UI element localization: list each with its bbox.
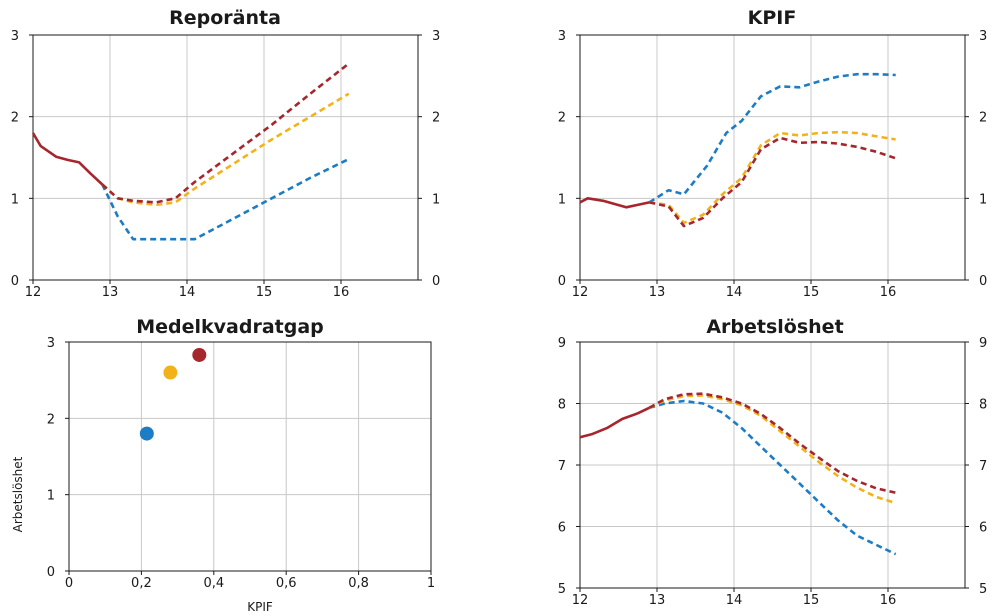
series-line-0 <box>579 406 650 439</box>
series-line-2 <box>648 394 897 505</box>
y-tick-label-right: 9 <box>979 336 987 351</box>
series-line-0 <box>31 132 104 186</box>
x-tick-label: 14 <box>726 593 743 608</box>
chart-unemp: Arbetslöshet 12 13 14 15 16 5 5 6 6 7 7 8 8 9 9 <box>558 316 988 608</box>
y-tick-label-right: 3 <box>432 29 440 44</box>
y-tick-label-right: 1 <box>979 192 987 207</box>
x-tick-label: 14 <box>726 285 743 300</box>
series-line-2 <box>649 130 896 225</box>
x-tick-label: 16 <box>333 285 350 300</box>
x-axis-label: KPIF <box>247 600 273 614</box>
x-tick-label: 0 <box>65 576 73 591</box>
x-tick-label: 16 <box>880 285 897 300</box>
y-tick-label-right: 5 <box>979 582 987 597</box>
chart-title: Arbetslöshet <box>706 316 843 338</box>
chart-title: KPIF <box>748 7 797 29</box>
y-tick-label: 1 <box>558 192 566 207</box>
x-tick-label: 14 <box>179 285 196 300</box>
x-tick-label: 16 <box>880 593 897 608</box>
plot-frame <box>579 34 966 281</box>
y-tick-label: 0 <box>11 274 19 289</box>
series-line-1 <box>101 157 350 241</box>
x-tick-label: 12 <box>25 285 42 300</box>
y-tick-label: 1 <box>11 192 19 207</box>
y-tick-label: 0 <box>558 274 566 289</box>
series-line-3 <box>101 62 350 204</box>
y-tick-label-right: 0 <box>432 274 440 289</box>
series-line-1 <box>648 399 897 556</box>
y-tick-label-right: 8 <box>979 398 987 413</box>
chart-title: Reporänta <box>169 7 281 29</box>
x-tick-label: 13 <box>649 593 666 608</box>
chart-title: Medelkvadratgap <box>136 316 324 338</box>
plot-frame <box>32 34 419 281</box>
y-axis-label: Arbetslöshet <box>11 456 25 532</box>
x-tick-label: 12 <box>572 285 589 300</box>
plot-frame <box>579 341 966 589</box>
y-tick-label-right: 2 <box>979 111 987 126</box>
plot-frame <box>68 341 432 572</box>
x-tick-label: 12 <box>572 593 589 608</box>
series-line-3 <box>648 392 896 494</box>
x-tick-label: 13 <box>649 285 666 300</box>
x-tick-label: 0,8 <box>348 576 369 591</box>
series-line-1 <box>648 72 896 204</box>
y-tick-label-right: 0 <box>979 274 987 289</box>
chart-gap: Medelkvadratgap 0 0,2 0,4 0,6 0,8 1 0 1 2 3 KPIF Arb… <box>11 316 435 614</box>
x-tick-label: 15 <box>803 285 820 300</box>
x-tick-label: 0,6 <box>276 576 297 591</box>
x-tick-label: 0,2 <box>131 576 152 591</box>
y-tick-label: 2 <box>47 412 55 427</box>
scatter-point-2 <box>192 347 207 362</box>
series-line-3 <box>649 136 897 228</box>
y-tick-label: 3 <box>47 336 55 351</box>
scatter-point-0 <box>139 426 154 441</box>
y-tick-label-right: 6 <box>979 521 987 536</box>
y-tick-label: 5 <box>558 582 566 597</box>
x-tick-label: 0,4 <box>203 576 224 591</box>
y-tick-label: 7 <box>558 459 566 474</box>
y-tick-label: 6 <box>558 521 566 536</box>
y-tick-label-right: 7 <box>979 459 987 474</box>
y-tick-label: 2 <box>11 111 19 126</box>
x-tick-label: 15 <box>256 285 273 300</box>
y-tick-label: 8 <box>558 398 566 413</box>
y-tick-label-right: 2 <box>432 111 440 126</box>
series-line-2 <box>101 92 350 207</box>
x-tick-label: 1 <box>427 576 435 591</box>
x-tick-label: 13 <box>102 285 119 300</box>
y-tick-label: 1 <box>47 489 55 504</box>
series-line-0 <box>579 197 650 209</box>
y-tick-label: 9 <box>558 336 566 351</box>
y-tick-label-right: 3 <box>979 29 987 44</box>
y-tick-label: 3 <box>558 29 566 44</box>
y-tick-label-right: 1 <box>432 192 440 207</box>
y-tick-label: 3 <box>11 29 19 44</box>
y-tick-label: 2 <box>558 111 566 126</box>
scatter-point-1 <box>163 365 178 380</box>
x-tick-label: 15 <box>803 593 820 608</box>
y-tick-label: 0 <box>47 565 55 580</box>
